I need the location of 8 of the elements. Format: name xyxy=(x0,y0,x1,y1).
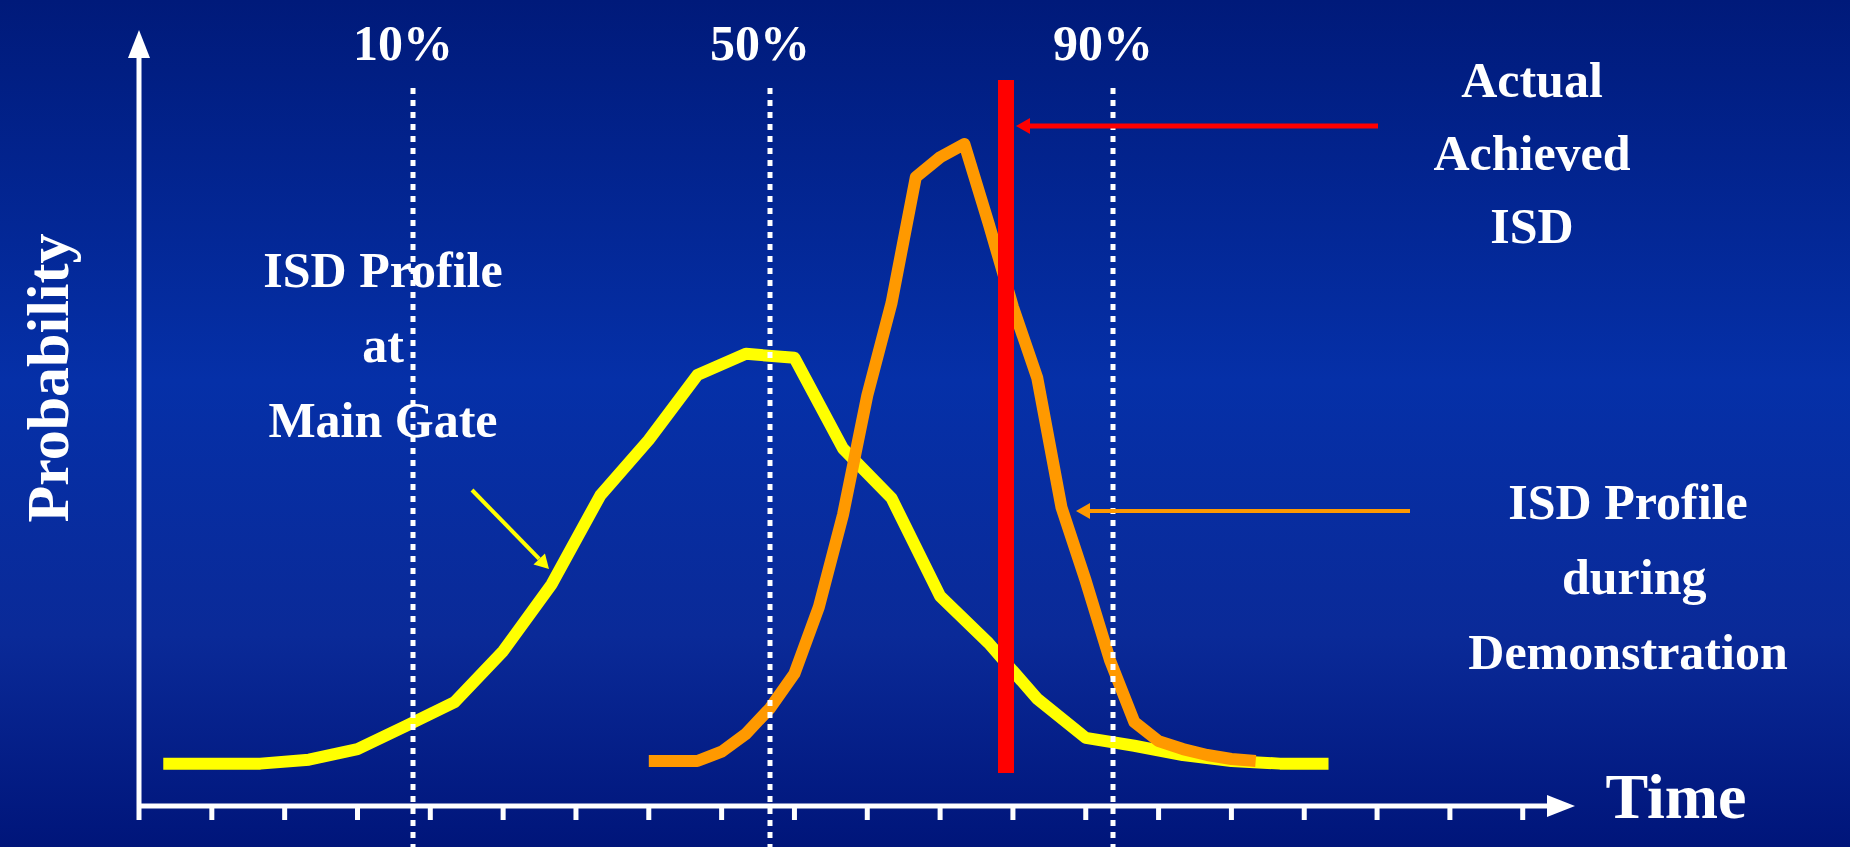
text: 10% xyxy=(353,15,453,71)
text: 90% xyxy=(1053,15,1153,71)
text: 50% xyxy=(710,15,810,71)
annotation: Actual Achieved ISD xyxy=(1433,52,1631,254)
x-axis-title: Time xyxy=(1605,761,1747,832)
text: ISD Profile during Demonstration xyxy=(1468,474,1788,680)
text: ISD Profile at Main Gate xyxy=(263,242,503,448)
y-axis-title: Probability xyxy=(15,233,81,523)
